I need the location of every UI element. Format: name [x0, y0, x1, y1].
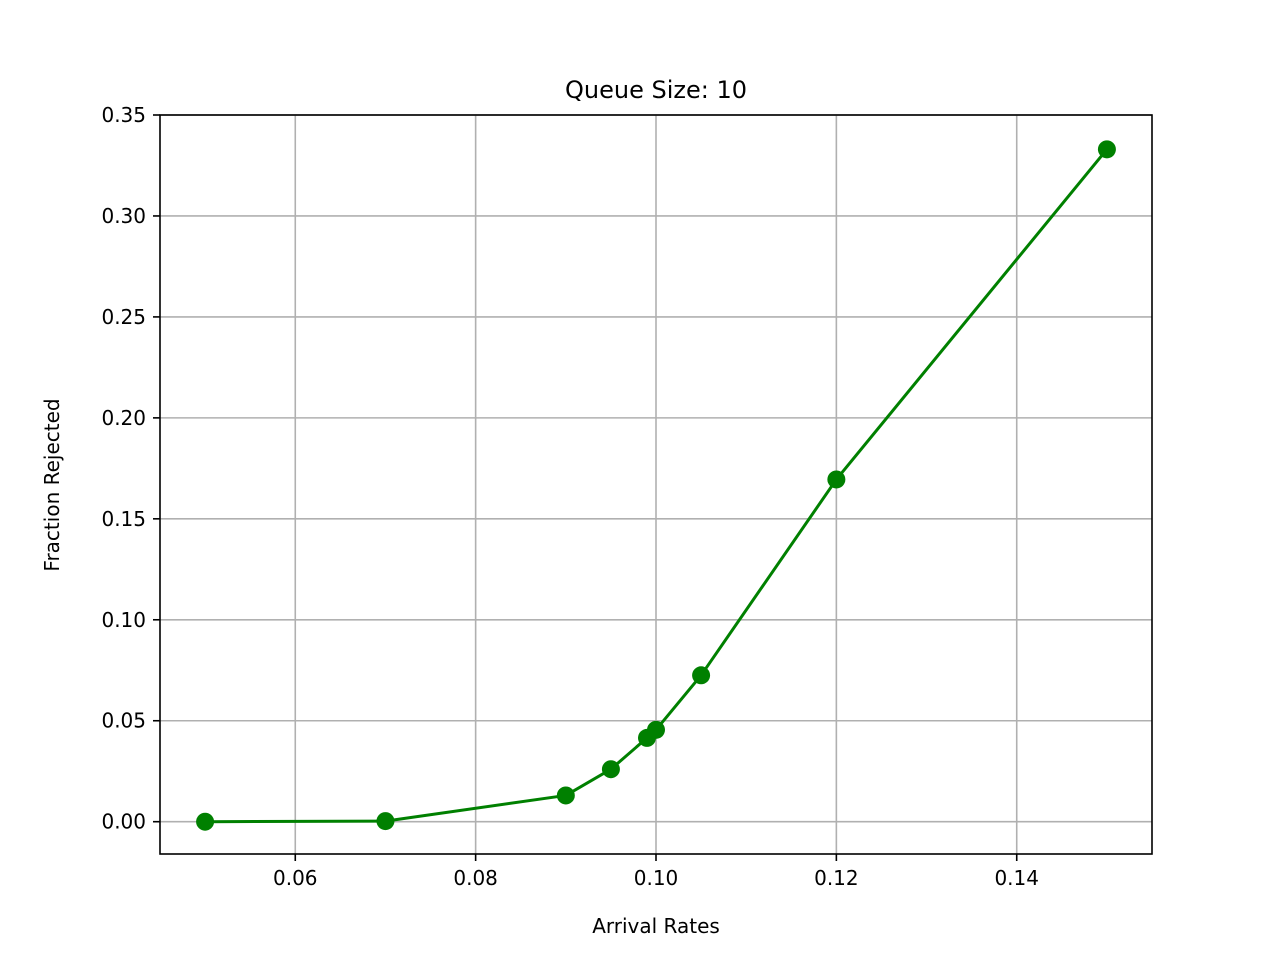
- data-point: [376, 812, 395, 831]
- y-tick-label: 0.00: [101, 810, 146, 834]
- data-point: [1097, 140, 1116, 159]
- x-tick-label: 0.10: [634, 866, 679, 890]
- data-point: [196, 812, 215, 831]
- x-tick-label: 0.14: [994, 866, 1039, 890]
- data-point: [827, 470, 846, 489]
- data-point: [601, 760, 620, 779]
- y-tick-label: 0.05: [101, 709, 146, 733]
- data-point: [556, 786, 575, 805]
- y-tick-label: 0.30: [101, 204, 146, 228]
- y-tick-label: 0.15: [101, 507, 146, 531]
- x-tick-label: 0.06: [273, 866, 318, 890]
- y-axis-label: Fraction Rejected: [40, 398, 64, 571]
- y-tick-label: 0.10: [101, 608, 146, 632]
- y-tick-label: 0.25: [101, 305, 146, 329]
- x-tick-label: 0.08: [453, 866, 498, 890]
- data-point: [692, 666, 711, 685]
- x-tick-label: 0.12: [814, 866, 859, 890]
- y-tick-label: 0.35: [101, 103, 146, 127]
- x-axis-label: Arrival Rates: [592, 914, 720, 938]
- data-point: [647, 720, 665, 739]
- y-axis-ticks: 0.00 0.05 0.10 0.15 0.20 0.25 0.30 0.35: [101, 103, 160, 834]
- chart-title: Queue Size: 10: [565, 76, 747, 104]
- x-axis-ticks: 0.06 0.08 0.10 0.12 0.14: [273, 854, 1039, 890]
- series-layer: [196, 140, 1116, 831]
- y-tick-label: 0.20: [101, 406, 146, 430]
